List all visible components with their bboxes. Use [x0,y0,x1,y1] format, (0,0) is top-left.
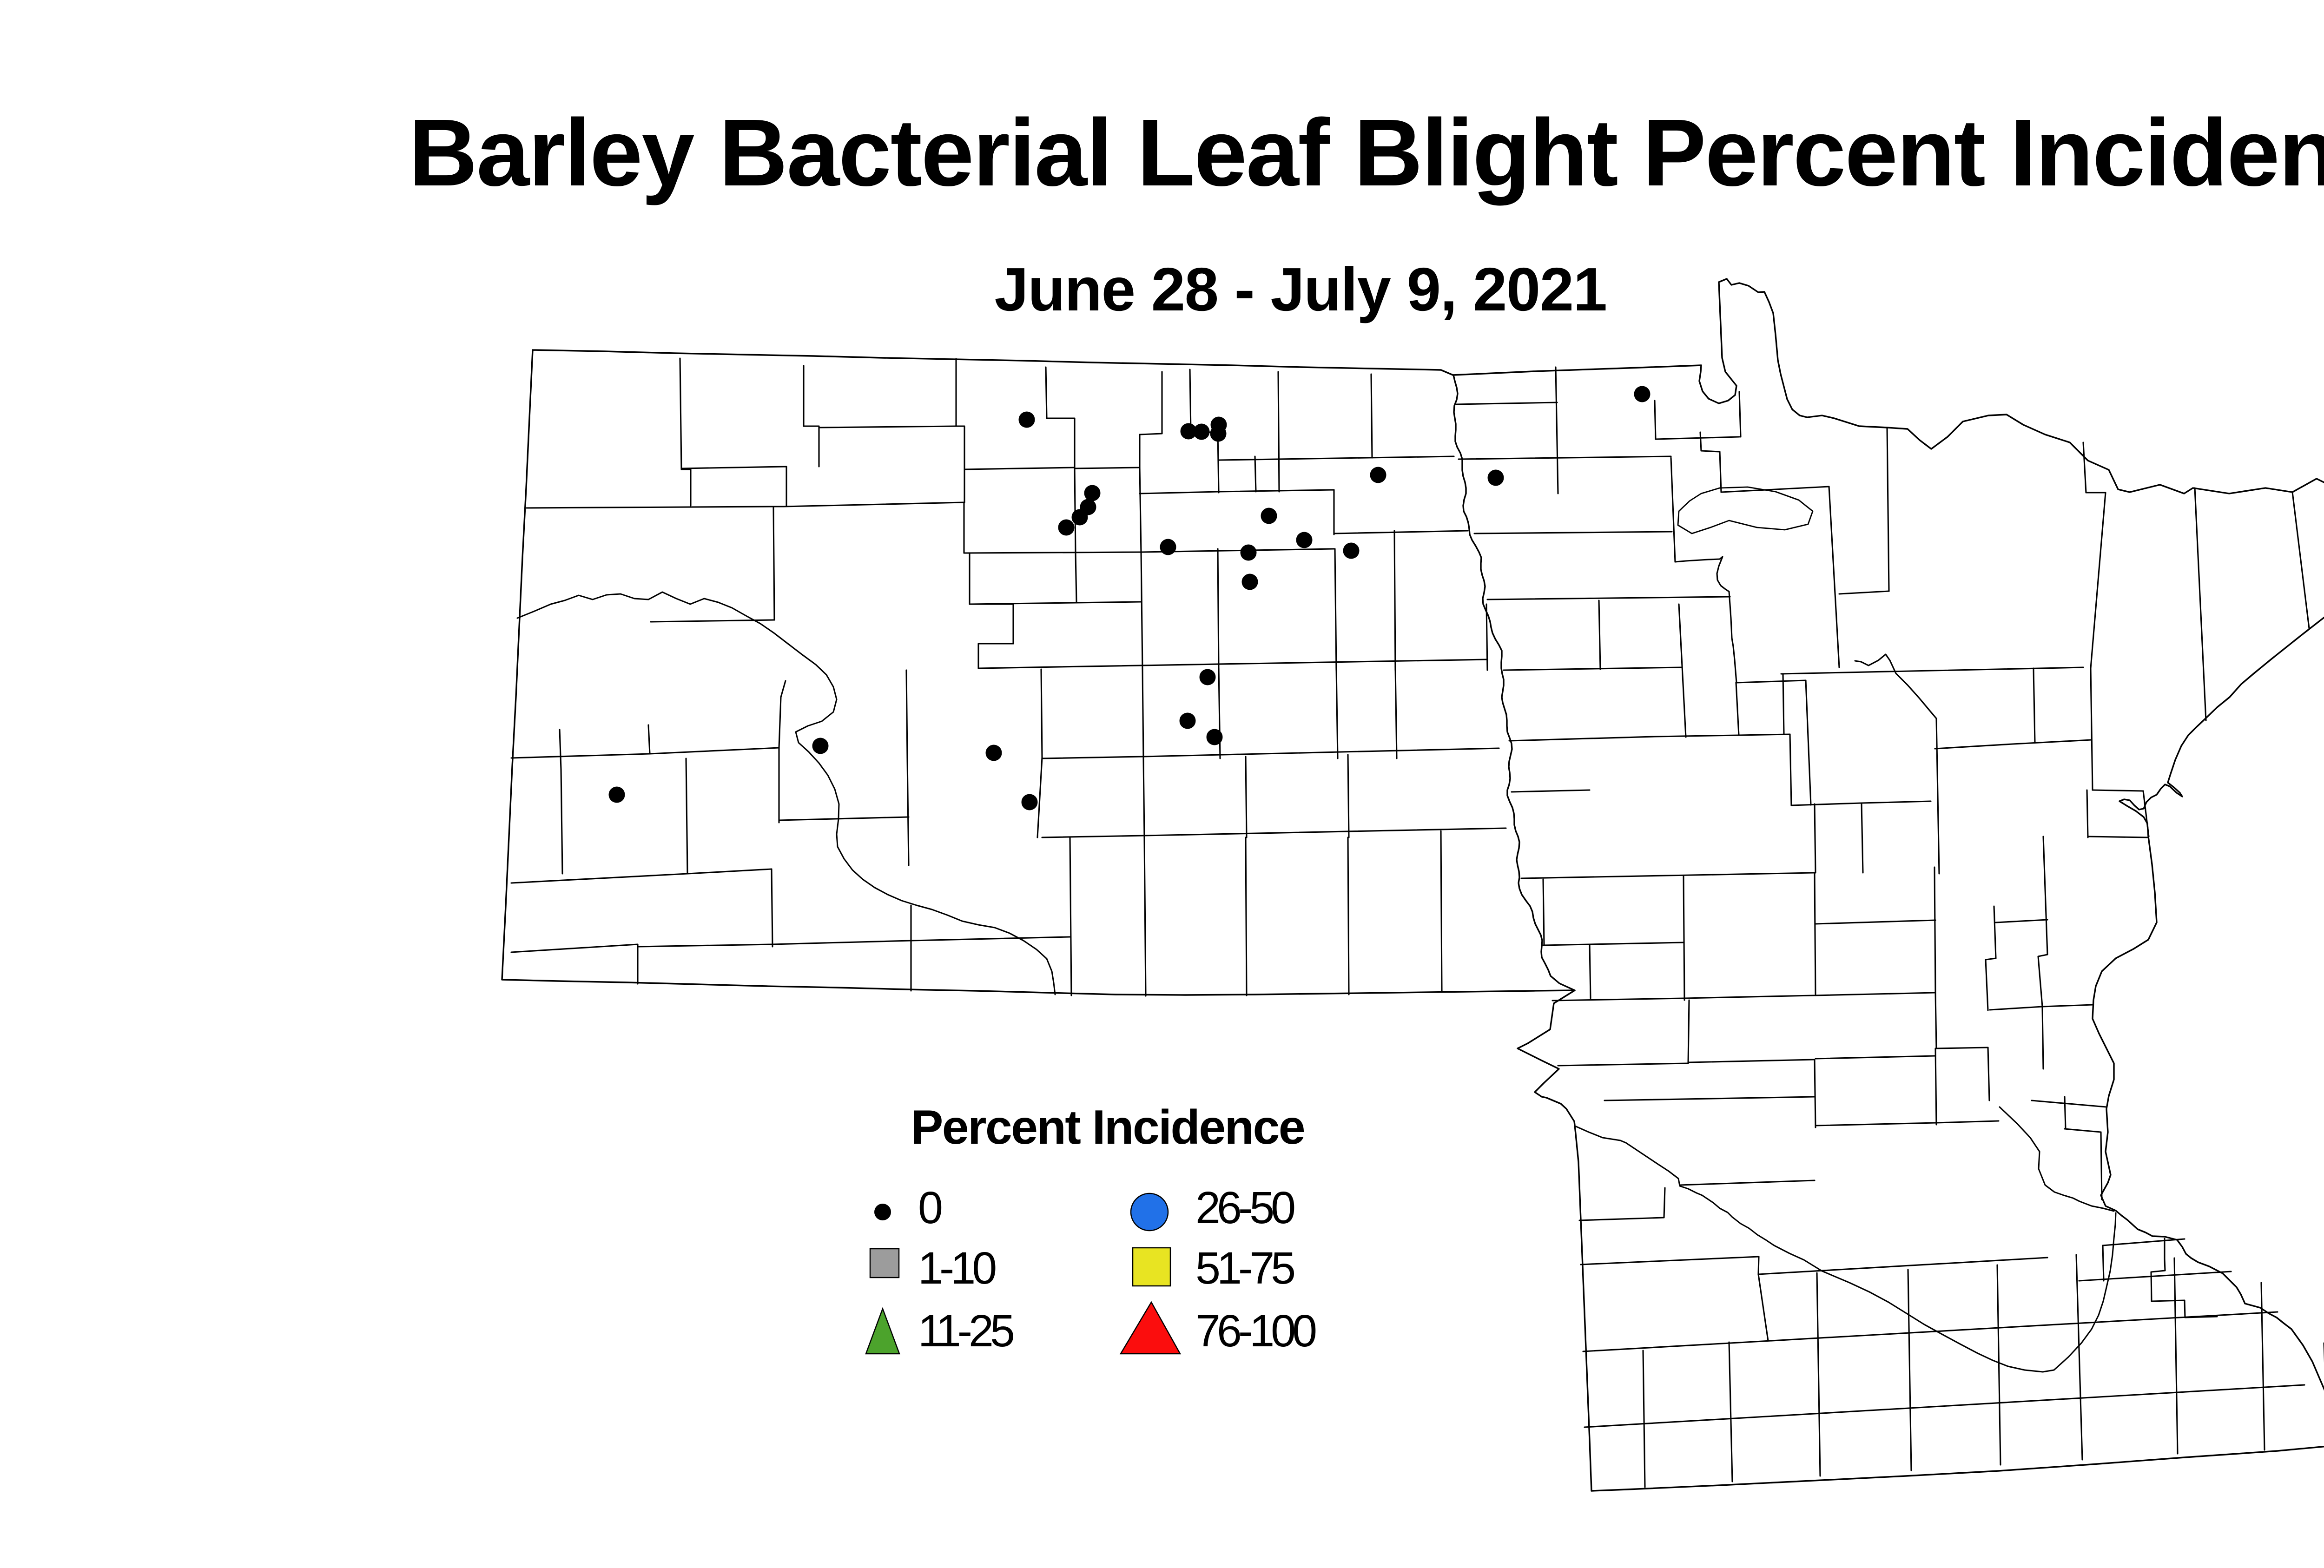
svg-text:Barley Bacterial Leaf Blight P: Barley Bacterial Leaf Blight Percent Inc… [409,99,2324,206]
svg-text:26-50: 26-50 [1195,1182,1294,1233]
svg-text:0: 0 [918,1182,942,1233]
svg-text:51-75: 51-75 [1195,1243,1294,1293]
svg-text:11-25: 11-25 [918,1305,1013,1356]
svg-text:June 28 - July 9, 2021: June 28 - July 9, 2021 [994,255,1606,323]
svg-text:1-10: 1-10 [918,1243,996,1293]
svg-text:76-100: 76-100 [1195,1305,1316,1356]
svg-text:Percent Incidence: Percent Incidence [911,1100,1304,1154]
